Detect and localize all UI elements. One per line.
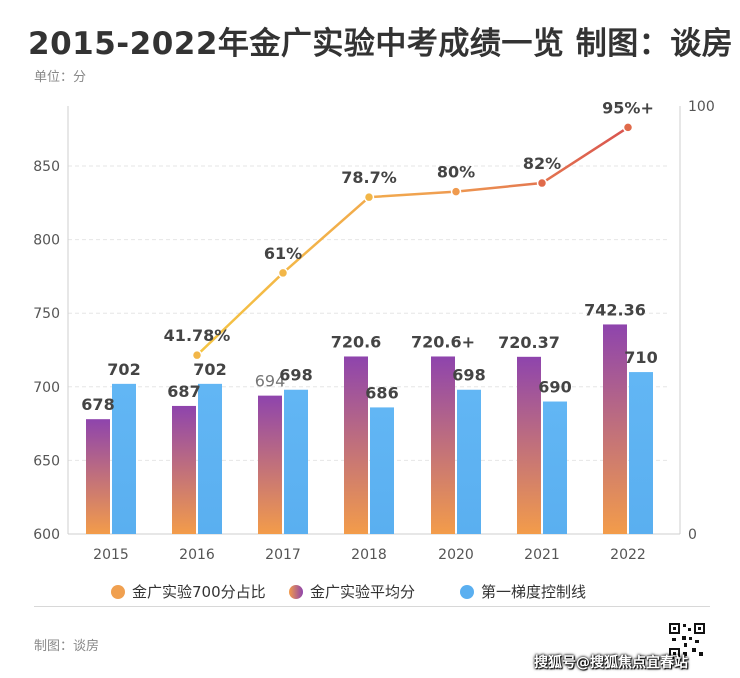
bar-control-line	[629, 372, 653, 534]
label-control-line: 702	[193, 360, 226, 379]
bar-average-score	[258, 395, 282, 534]
x-tick-label: 2022	[610, 547, 646, 563]
label-average-score: 720.37	[498, 333, 560, 352]
data-labels: 678702687702694698720.6686720.6+698720.3…	[81, 98, 657, 414]
label-average-score: 720.6+	[411, 332, 475, 351]
label-percentage: 95%+	[602, 98, 654, 117]
x-tick-label: 2021	[524, 547, 560, 563]
label-percentage: 82%	[523, 154, 561, 173]
point-percentage	[191, 349, 203, 361]
label-control-line: 690	[538, 378, 571, 397]
x-tick-label: 2018	[351, 547, 387, 563]
legend-label: 金广实验平均分	[310, 583, 415, 601]
chart-title: 2015-2022年金广实验中考成绩一览 制图：谈房	[28, 26, 734, 62]
legend-label: 金广实验700分占比	[132, 583, 266, 601]
label-percentage: 80%	[437, 163, 475, 182]
y-tick-label: 650	[33, 453, 60, 469]
bar-average-score	[344, 356, 368, 534]
y2-tick-label: 100	[688, 99, 715, 115]
label-percentage: 41.78%	[164, 326, 231, 345]
unit-label: 单位：分	[34, 70, 87, 85]
point-percentage	[363, 191, 375, 203]
legend-marker	[460, 585, 474, 599]
legend: 金广实验700分占比 金广实验平均分 第一梯度控制线	[111, 583, 586, 601]
line-percentage	[196, 126, 629, 357]
bar-average-score	[86, 419, 110, 534]
point-percentage	[450, 186, 462, 197]
y-tick-label: 800	[33, 233, 60, 249]
label-average-score: 742.36	[584, 300, 646, 319]
label-average-score: 687	[167, 382, 200, 401]
label-percentage: 61%	[264, 244, 302, 263]
label-average-score: 678	[81, 395, 114, 414]
bar-control-line	[112, 383, 136, 534]
point-percentage	[536, 177, 548, 189]
x-tick-label: 2016	[179, 547, 215, 563]
bar-control-line	[198, 383, 222, 534]
x-tick-label: 2015	[93, 547, 129, 563]
y-tick-label: 600	[33, 527, 60, 543]
percentage-line	[191, 122, 634, 361]
label-average-score: 694	[255, 372, 286, 391]
bar-control-line	[370, 407, 394, 534]
credit-text: 制图：谈房	[34, 639, 100, 654]
label-percentage: 78.7%	[341, 168, 397, 187]
point-percentage	[622, 122, 634, 133]
bars	[86, 324, 653, 534]
axes: 600 650 700 750 800 850 0 100 2015 2016 2017 2018 20…	[33, 99, 714, 563]
bar-control-line	[543, 401, 567, 534]
bar-control-line	[457, 389, 481, 534]
bar-average-score	[517, 356, 541, 534]
label-average-score: 720.6	[331, 332, 382, 351]
bar-control-line	[284, 389, 308, 534]
bar-average-score	[603, 324, 627, 534]
point-percentage	[277, 267, 289, 279]
x-tick-label: 2017	[265, 547, 301, 563]
label-control-line: 710	[624, 348, 657, 367]
bar-average-score	[172, 405, 196, 534]
chart-area: 600 650 700 750 800 850 0 100 2015 2016 2017 2018 20…	[33, 98, 714, 601]
watermark-text: 搜狐号@搜狐焦点宜春站	[534, 655, 688, 671]
footer-divider	[34, 606, 710, 607]
legend-label: 第一梯度控制线	[481, 583, 586, 601]
y-tick-label: 700	[33, 380, 60, 396]
y-tick-label: 750	[33, 306, 60, 322]
legend-marker	[111, 585, 125, 599]
qr-code-icon	[668, 622, 706, 660]
bar-average-score	[431, 356, 455, 534]
x-tick-label: 2020	[438, 547, 474, 563]
label-control-line: 698	[279, 366, 312, 385]
y2-tick-label: 0	[688, 527, 697, 543]
legend-marker	[289, 585, 303, 599]
y-tick-label: 850	[33, 159, 60, 175]
label-control-line: 698	[452, 366, 485, 385]
label-control-line: 702	[107, 360, 140, 379]
label-control-line: 686	[365, 383, 398, 402]
